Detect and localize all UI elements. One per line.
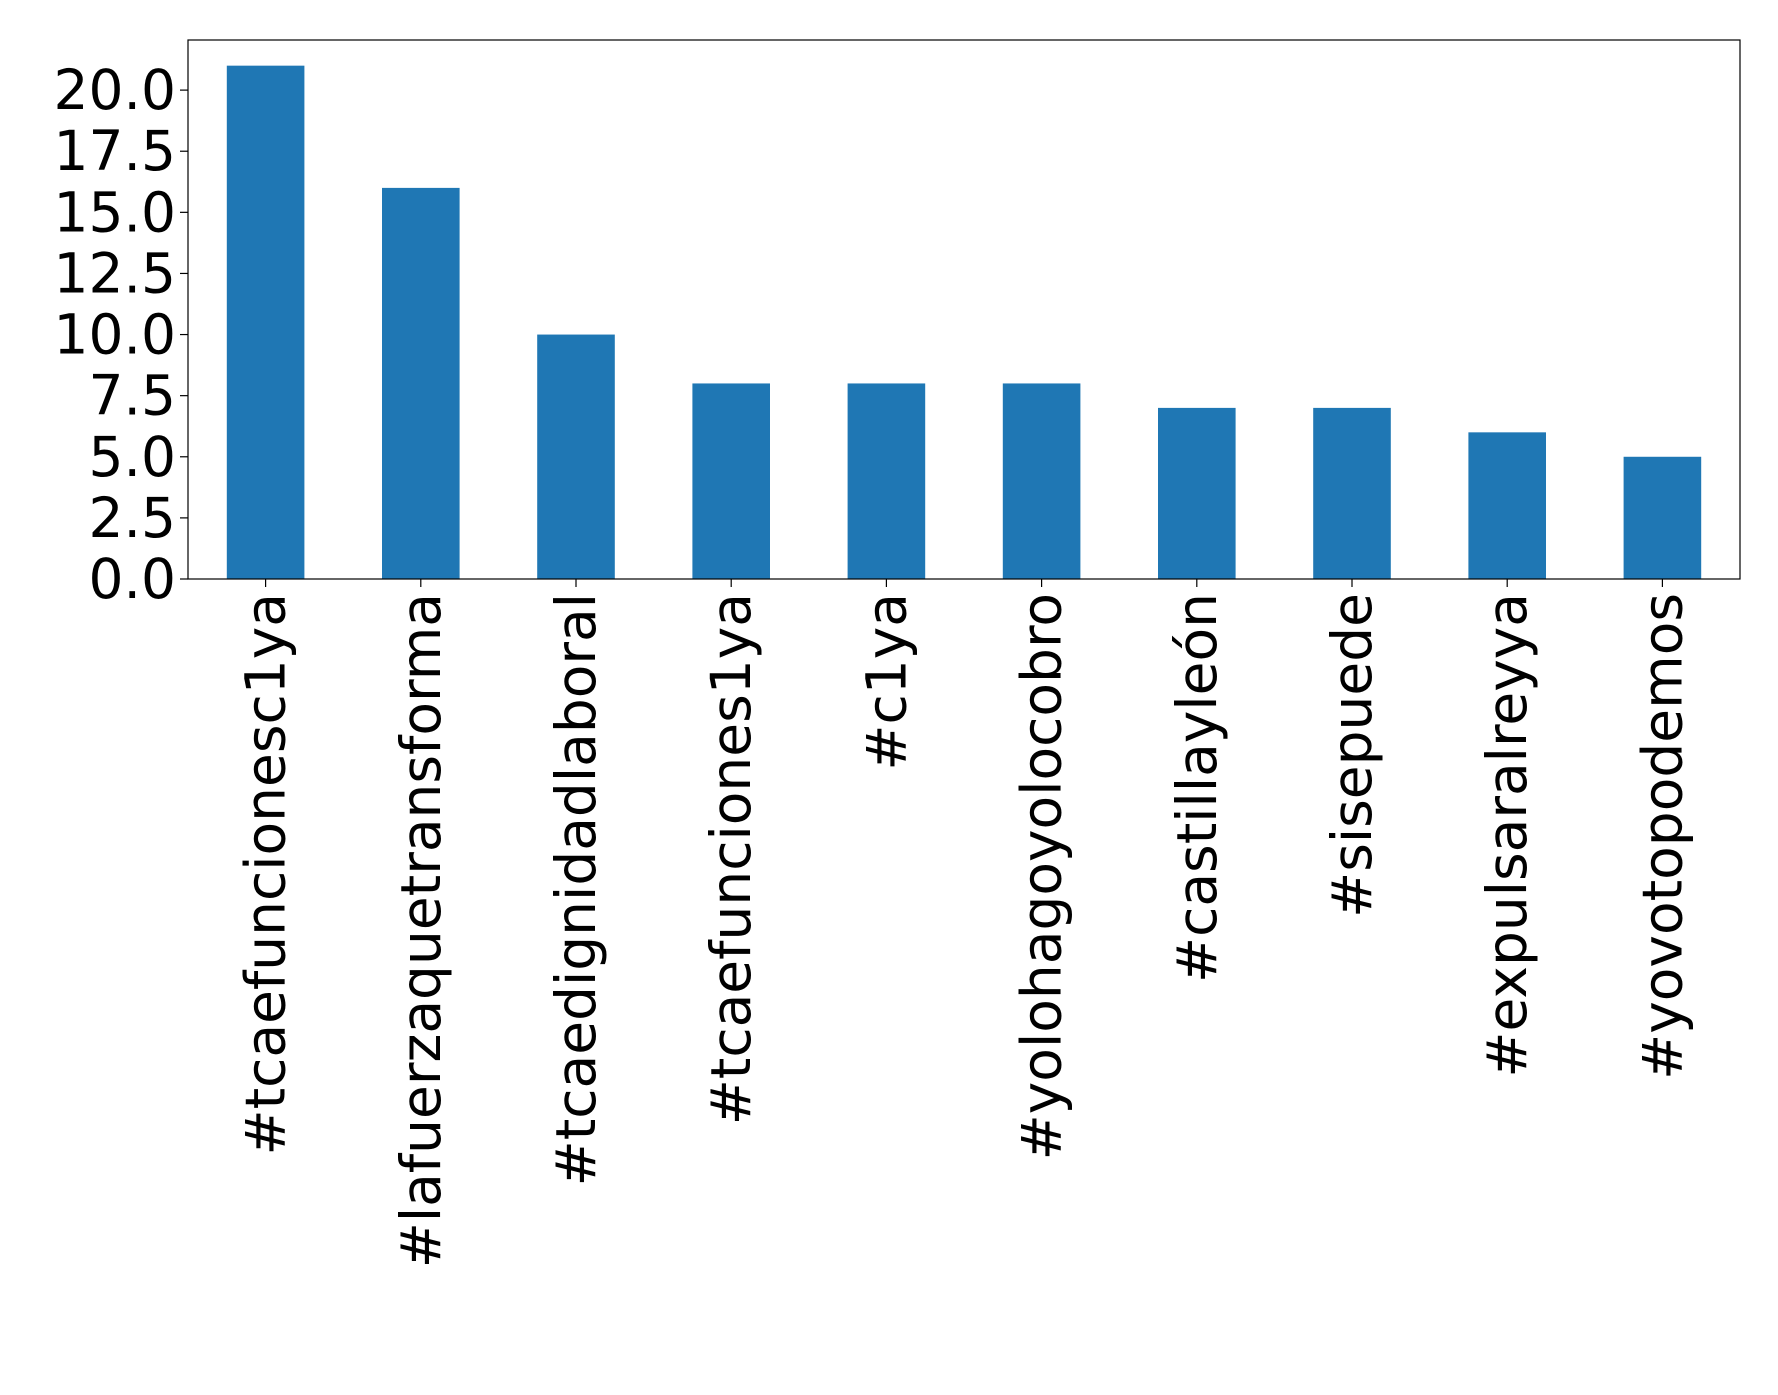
y-tick-label: 20.0 bbox=[54, 58, 176, 122]
y-tick-label: 12.5 bbox=[54, 241, 176, 305]
plot-frame bbox=[187, 39, 1741, 580]
x-tick-label: #yovotopodemos bbox=[1630, 593, 1694, 1080]
x-tick-label: #tcaedignidadlaboral bbox=[544, 593, 608, 1186]
bar bbox=[1623, 456, 1702, 579]
x-tick-label: #yolohagoyolocobro bbox=[1010, 593, 1074, 1160]
x-tick-label: #sisepuede bbox=[1320, 593, 1384, 918]
y-tick-label: 17.5 bbox=[54, 119, 176, 183]
x-tick-label: #tcaefunciones1ya bbox=[699, 593, 763, 1125]
bar bbox=[1002, 383, 1081, 579]
y-tick-label: 2.5 bbox=[89, 486, 176, 550]
bar bbox=[226, 65, 305, 579]
bar bbox=[1468, 432, 1546, 579]
x-tick-label: #castillayleón bbox=[1165, 593, 1229, 983]
y-tick-label: 5.0 bbox=[89, 425, 176, 489]
bar bbox=[1313, 407, 1391, 579]
bar bbox=[382, 187, 460, 579]
y-tick-label: 10.0 bbox=[54, 303, 176, 367]
x-tick-label: #lafuerzaquetransforma bbox=[389, 593, 453, 1268]
bar bbox=[847, 383, 926, 579]
bar bbox=[537, 334, 615, 579]
y-tick-label: 15.0 bbox=[54, 180, 176, 244]
x-tick-label: #c1ya bbox=[854, 593, 918, 771]
bar bbox=[1158, 407, 1236, 579]
y-tick-label: 7.5 bbox=[89, 364, 176, 428]
x-tick-label: #expulsaralreyya bbox=[1475, 593, 1539, 1078]
x-tick-label: #tcaefuncionesc1ya bbox=[234, 593, 298, 1156]
bar bbox=[692, 383, 770, 579]
y-tick-label: 0.0 bbox=[89, 547, 176, 611]
